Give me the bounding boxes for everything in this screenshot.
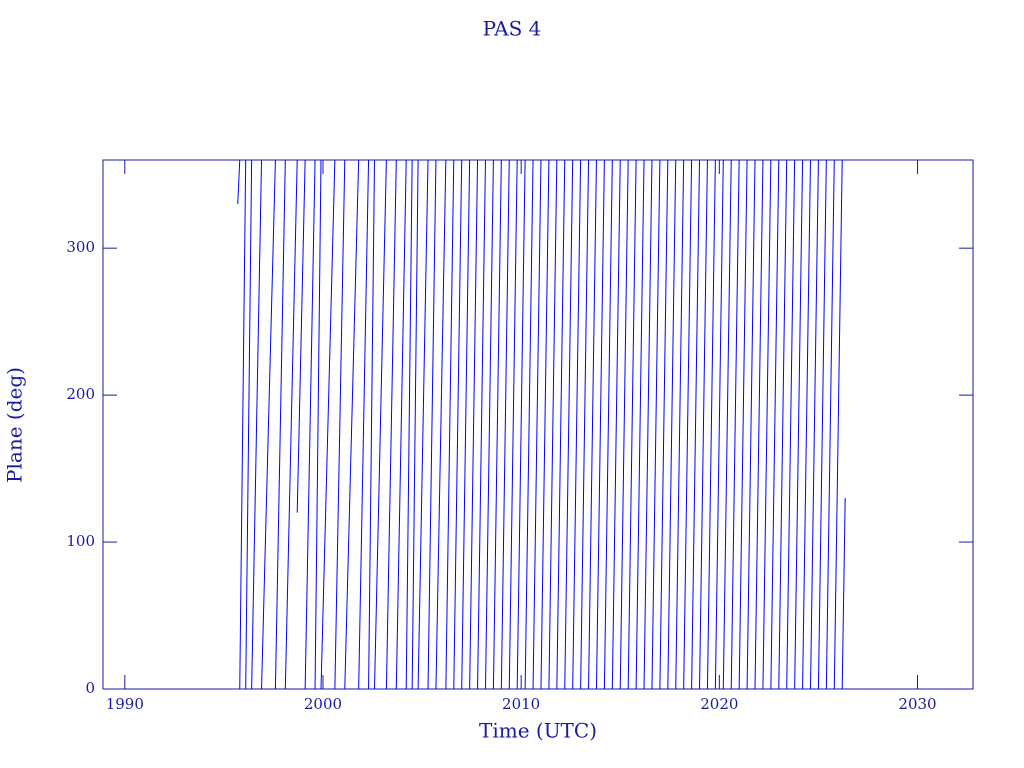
y-tick-label: 300 bbox=[66, 238, 95, 256]
plot-frame bbox=[102, 159, 974, 690]
y-tick-label: 0 bbox=[85, 679, 95, 697]
x-tick-label: 2010 bbox=[502, 695, 540, 713]
x-tick-label: 2000 bbox=[304, 695, 342, 713]
y-tick-label: 200 bbox=[66, 385, 95, 403]
y-axis-label: Plane (deg) bbox=[3, 367, 27, 483]
x-axis-label: Time (UTC) bbox=[479, 719, 597, 743]
data-line bbox=[237, 159, 846, 690]
x-tick-label: 1990 bbox=[106, 695, 144, 713]
x-tick-label: 2020 bbox=[700, 695, 738, 713]
x-tick-label: 2030 bbox=[898, 695, 936, 713]
y-tick-label: 100 bbox=[66, 532, 95, 550]
chart-title: PAS 4 bbox=[483, 17, 542, 41]
